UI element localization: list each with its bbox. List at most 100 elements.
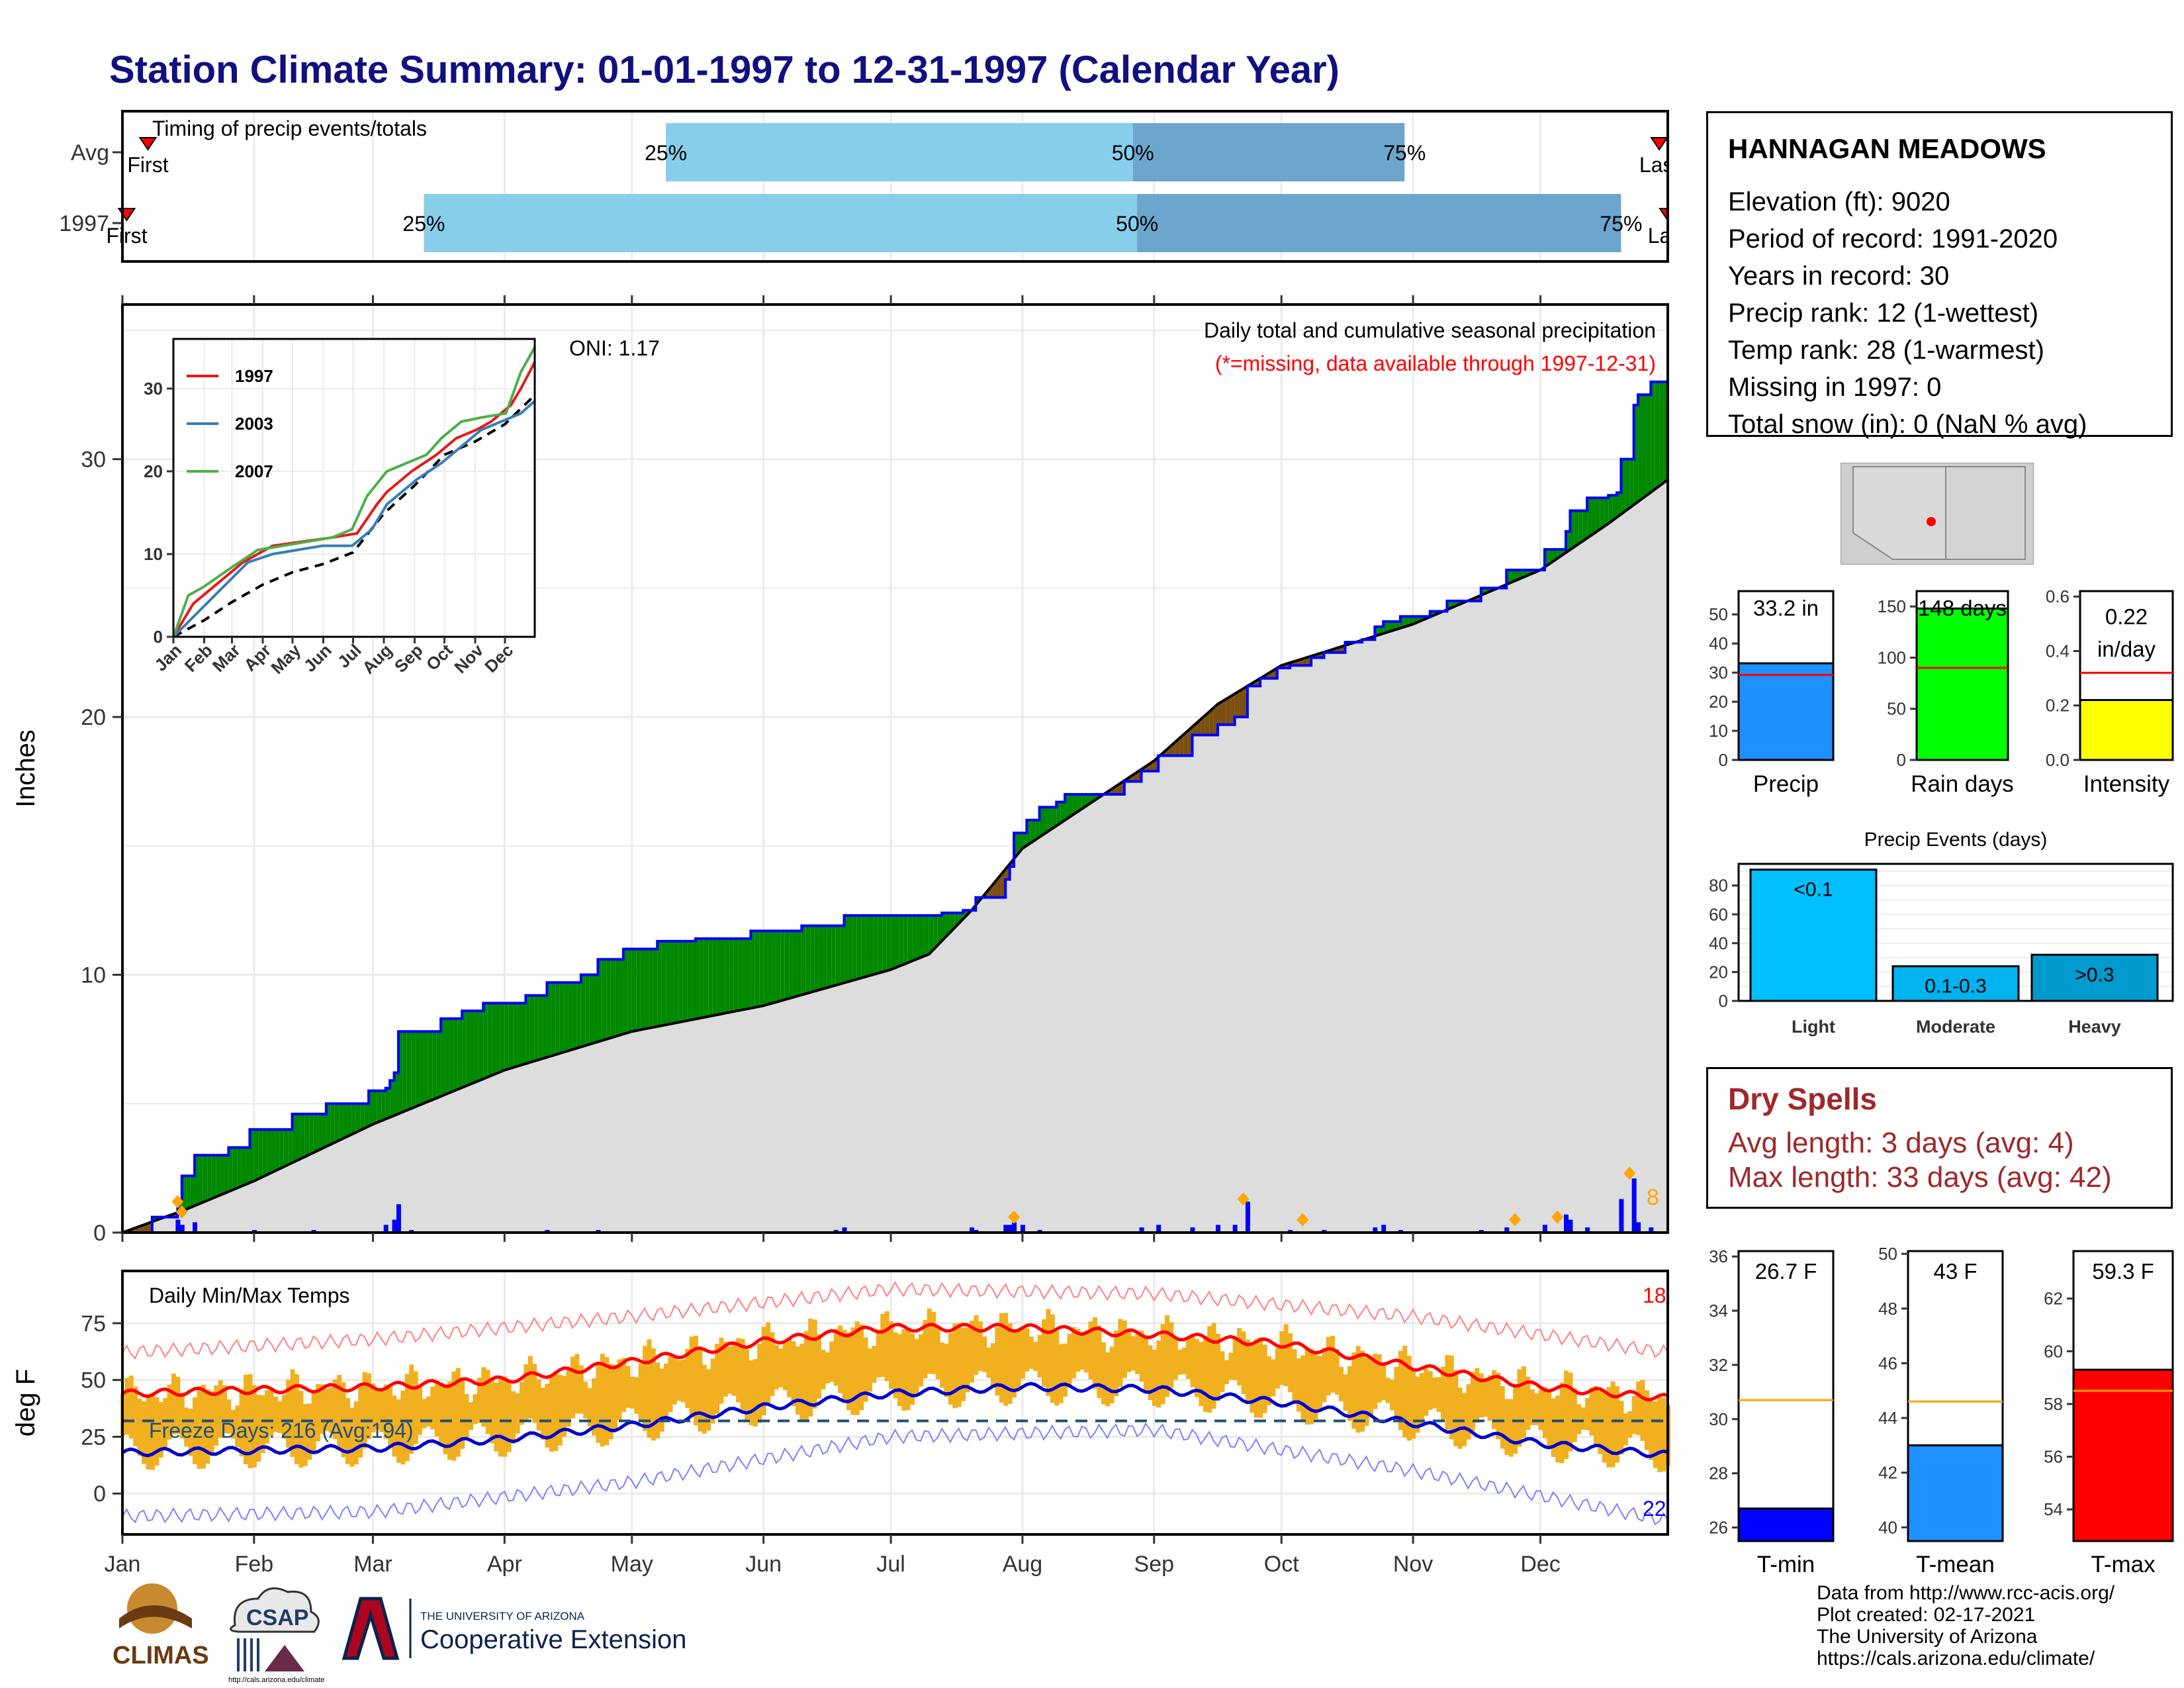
temp-daily-bar	[757, 1344, 762, 1423]
temp-daily-bar	[1661, 1397, 1666, 1472]
month-label: Jul	[876, 1552, 905, 1577]
inset-series-2007	[172, 346, 536, 637]
temp-daily-bar	[201, 1384, 206, 1469]
precip-diff-segment	[1069, 794, 1073, 818]
precip-diff-segment	[496, 1003, 500, 1074]
credits: Data from http://www.rcc-acis.org/ Plot …	[1817, 1582, 2115, 1669]
temp-daily-bar	[893, 1332, 898, 1399]
temp-daily-bar	[1317, 1356, 1322, 1411]
temp-bar-label: T-mean	[1916, 1552, 1995, 1577]
temp-daily-bar	[1347, 1366, 1352, 1421]
temp-daily-bar	[1360, 1350, 1365, 1432]
temp-daily-bar	[1079, 1333, 1085, 1370]
temp-daily-bar	[1398, 1350, 1403, 1430]
precip-daily-bar	[383, 1225, 388, 1233]
temp-daily-bar	[137, 1398, 142, 1456]
precip-diff-segment	[402, 1031, 407, 1112]
precip-diff-segment	[232, 1147, 238, 1190]
precip-diff-segment	[267, 1129, 271, 1175]
temp-daily-bar	[672, 1356, 677, 1405]
temp-daily-bar	[1441, 1366, 1446, 1420]
logos: CLIMAS CSAP http://cals.arizona.edu/clim…	[113, 1583, 686, 1684]
precip-diff-segment	[1578, 510, 1583, 544]
precip-diff-segment	[653, 949, 658, 1027]
precip-diff-segment	[619, 959, 623, 1036]
precip-daily-bar	[842, 1227, 847, 1233]
mini-bar-ytick-label: 150	[1878, 596, 1906, 616]
temp-daily-bar	[545, 1383, 550, 1448]
temp-daily-bar	[1135, 1333, 1140, 1374]
mini-bar-value-label: 148 days	[1918, 596, 2007, 620]
precip-diff-segment	[631, 949, 637, 1032]
precip-diff-segment	[823, 925, 827, 989]
precip-events-ytick-label: 80	[1709, 876, 1728, 896]
timing-clip	[1669, 111, 1696, 261]
precip-diff-segment	[381, 1090, 386, 1121]
temp-daily-bar	[1326, 1336, 1331, 1396]
temp-bar-t-mean: 43 F 40 42 44 46 48 50 T-mean	[1878, 1244, 2004, 1577]
temp-daily-bar	[562, 1376, 567, 1437]
precip-diff-segment	[1022, 833, 1027, 849]
precip-diff-segment	[406, 1031, 412, 1111]
page-title: Station Climate Summary: 01-01-1997 to 1…	[109, 48, 1340, 91]
precip-diff-segment	[865, 915, 870, 977]
temp-ytick-label: 75	[81, 1311, 106, 1336]
precip-diff-segment	[856, 915, 862, 980]
temp-daily-bar	[752, 1359, 758, 1427]
temp-daily-bar	[956, 1323, 962, 1407]
temp-daily-bar	[1453, 1370, 1459, 1446]
inset-series-1997	[172, 361, 536, 638]
precip-diff-segment	[436, 1031, 441, 1098]
timing-pct-label: 50%	[1116, 212, 1158, 236]
precip-daily-bar	[1568, 1219, 1573, 1233]
precip-diff-segment	[835, 925, 841, 986]
precip-diff-segment	[300, 1113, 305, 1159]
temp-daily-bar	[1428, 1371, 1433, 1410]
temp-daily-bar	[829, 1341, 835, 1382]
temp-daily-bar	[1487, 1375, 1492, 1421]
timing-row-1997: 1997 25% 50% 75%First Last	[59, 194, 1688, 252]
precip-diff-segment	[780, 931, 785, 1002]
temp-daily-bar	[320, 1384, 325, 1434]
temp-daily-bar	[409, 1364, 414, 1454]
temp-daily-bar	[193, 1397, 198, 1464]
precip-diff-segment	[1617, 492, 1621, 518]
timing-first-label: First	[127, 153, 168, 177]
csap-cloud-icon	[230, 1587, 320, 1633]
temp-daily-bar	[566, 1368, 571, 1427]
precip-diff-segment	[912, 915, 917, 961]
precip-diff-segment	[237, 1147, 242, 1188]
temp-daily-bar	[481, 1367, 486, 1427]
temp-daily-bar	[1262, 1344, 1267, 1413]
temp-daily-bar	[171, 1374, 176, 1434]
temp-daily-bar	[655, 1362, 660, 1438]
temp-daily-bar	[914, 1338, 919, 1397]
precip-diff-segment	[784, 931, 790, 1000]
temp-daily-bar	[1538, 1389, 1543, 1430]
temp-daily-bar	[485, 1370, 490, 1434]
temp-daily-bar	[349, 1407, 355, 1467]
precip-diff-segment	[754, 931, 760, 1008]
temp-daily-bar	[1355, 1346, 1361, 1433]
precip-daily-bar	[1216, 1225, 1221, 1233]
mini-bar-ytick-label: 100	[1878, 647, 1906, 667]
temp-daily-bar	[1572, 1388, 1577, 1442]
precip-diff-segment	[793, 931, 797, 998]
temp-bar-frame	[1737, 1250, 1835, 1542]
temp-daily-bar	[991, 1343, 996, 1387]
ua-logo: THE UNIVERSITY OF ARIZONA Cooperative Ex…	[341, 1597, 686, 1660]
precip-diff-segment	[487, 1003, 492, 1078]
mini-bar-intensity: 0.22 in/day 0.0 0.2 0.4 0.6 Intensity	[2046, 586, 2174, 797]
temp-daily-bar	[362, 1372, 367, 1449]
temp-daily-bar	[1211, 1323, 1216, 1409]
temp-daily-bar	[1097, 1325, 1102, 1398]
temp-bar-ytick-label: 60	[2044, 1341, 2063, 1361]
temp-daily-bar	[469, 1402, 474, 1430]
precip-diff-segment	[1604, 498, 1609, 527]
precip-diff-segment	[840, 925, 844, 984]
precip-diff-segment	[343, 1103, 347, 1139]
temp-bar-ytick-label: 32	[1709, 1355, 1728, 1375]
temp-daily-bar	[464, 1393, 469, 1439]
ua-small-text: THE UNIVERSITY OF ARIZONA	[420, 1610, 585, 1622]
